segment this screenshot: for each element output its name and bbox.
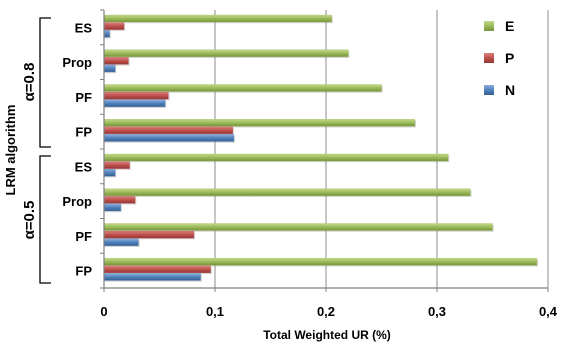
category-label: Prop — [62, 194, 92, 209]
group-label-alpha-05: α=0.5 — [21, 201, 38, 240]
bar-n — [103, 169, 116, 177]
category-label: PF — [75, 90, 92, 105]
bar-p — [103, 22, 125, 30]
x-tick-label: 0 — [100, 304, 107, 319]
x-tick-label: 0,3 — [428, 304, 446, 319]
legend: EPN — [484, 18, 515, 98]
group-bracket-alpha-08 — [39, 17, 51, 148]
bar-n — [103, 238, 139, 246]
category-label: FP — [75, 125, 92, 140]
x-tick-label: 0,1 — [206, 304, 224, 319]
category-label: ES — [75, 20, 93, 35]
bar-e — [103, 153, 449, 162]
group-bracket-alpha-05 — [39, 155, 51, 284]
legend-swatch-e — [484, 21, 494, 31]
bar-p — [103, 265, 211, 274]
x-axis-label: Total Weighted UR (%) — [263, 328, 391, 342]
bar-n — [103, 99, 166, 107]
bars — [103, 14, 539, 282]
category-labels: ES Prop PF FP ES Prop PF FP — [62, 20, 92, 278]
bar-n — [103, 30, 110, 38]
category-label: ES — [75, 159, 93, 174]
legend-label-n: N — [505, 82, 515, 98]
x-tick-label: 0,2 — [317, 304, 335, 319]
group-label-alpha-08: α=0.8 — [21, 63, 38, 102]
bar-p — [103, 230, 195, 239]
bar-e — [103, 84, 382, 92]
bar-e — [103, 188, 471, 196]
bar-n — [103, 134, 235, 142]
bar-p — [103, 161, 130, 169]
bar-e — [103, 258, 538, 266]
category-label: FP — [75, 264, 92, 279]
bar-e — [103, 49, 349, 57]
bar-e — [103, 223, 493, 231]
legend-swatch-p — [484, 53, 494, 63]
legend-label-e: E — [505, 18, 514, 34]
bar-p — [103, 91, 169, 100]
y-axis-label: LRM algorithm — [3, 105, 18, 196]
bar-e — [103, 14, 332, 23]
category-label: Prop — [62, 55, 92, 70]
x-tick-label: 0,4 — [539, 304, 558, 319]
bar-n — [103, 273, 201, 281]
legend-label-p: P — [505, 50, 514, 66]
category-label: PF — [75, 229, 92, 244]
x-tick-labels: 0 0,1 0,2 0,3 0,4 — [100, 304, 557, 319]
bar-e — [103, 119, 415, 127]
bar-n — [103, 203, 121, 212]
bar-n — [103, 64, 116, 73]
bar-p — [103, 126, 233, 134]
bar-p — [103, 196, 136, 204]
legend-swatch-n — [484, 85, 494, 95]
bar-p — [103, 57, 129, 65]
